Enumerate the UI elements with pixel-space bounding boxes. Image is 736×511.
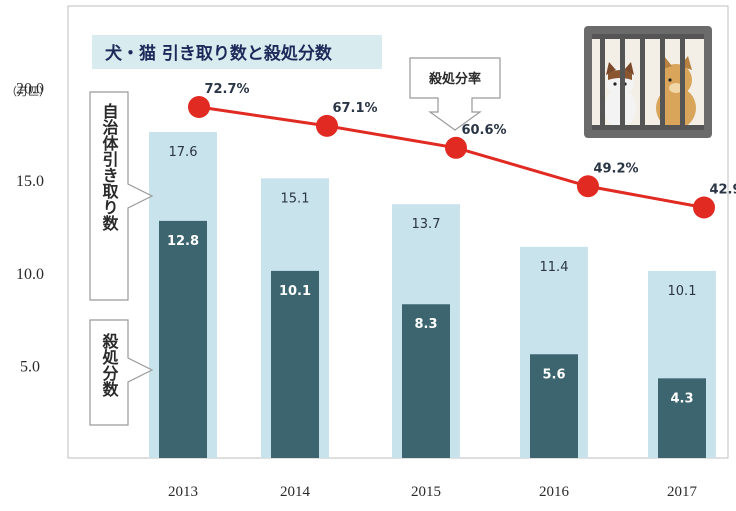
y-tick-10.0: 10.0 — [16, 266, 44, 283]
value-label-intake-2015: 13.7 — [412, 217, 441, 232]
y-tick-15.0: 15.0 — [16, 173, 44, 190]
title-box — [92, 35, 382, 69]
rate-point-2016 — [577, 175, 599, 198]
bar-labels-layer: 17.6 12.8 15.1 10.1 13.7 8.3 11.4 5.6 10.1 4.3 — [167, 145, 697, 406]
rate-line-layer: 72.7% 67.1% 60.6% 49.2% 42.9% — [188, 82, 736, 219]
value-label-euthanized-2013: 12.8 — [167, 234, 199, 249]
value-label-euthanized-2014: 10.1 — [279, 284, 311, 299]
rate-point-2017 — [693, 196, 715, 219]
callout-rate: 殺処分率 — [409, 57, 501, 131]
value-label-intake-2014: 15.1 — [281, 191, 310, 206]
bar-euthanized-2013 — [159, 220, 207, 458]
x-axis: 2013 2014 2015 2016 2017 — [168, 484, 698, 500]
y-tick-20.0: 20.0 — [16, 81, 44, 98]
rate-label-2014: 67.1% — [332, 101, 377, 116]
rate-label-2015: 60.6% — [461, 123, 506, 138]
callout-rate-shape — [409, 57, 501, 131]
callout-rate-text: 殺処分率 — [428, 71, 481, 87]
callout-euthanized: 殺処分数 — [89, 319, 154, 426]
rate-point-2013 — [188, 96, 210, 118]
bar-euthanized-2016 — [530, 354, 578, 458]
y-unit: （万匹） — [6, 85, 50, 98]
callout-intake: 自治体引き取り数 — [89, 91, 154, 301]
callout-euthanized-shape — [89, 319, 154, 426]
rate-label-2013: 72.7% — [204, 82, 249, 97]
rate-point-2014 — [316, 114, 338, 137]
callout-intake-shape — [89, 91, 154, 301]
x-tick-2013: 2013 — [168, 484, 198, 500]
value-label-intake-2013: 17.6 — [169, 145, 198, 160]
value-label-intake-2016: 11.4 — [540, 260, 569, 275]
bars-layer — [149, 131, 716, 458]
dog-cat-in-cage-icon — [584, 26, 712, 138]
value-label-intake-2017: 10.1 — [668, 284, 697, 299]
x-tick-2014: 2014 — [280, 484, 311, 500]
chart-title: 犬・猫 引き取り数と殺処分数 — [105, 43, 333, 64]
bar-euthanized-2014 — [271, 270, 319, 458]
value-label-euthanized-2016: 5.6 — [542, 367, 565, 382]
rate-label-2017: 42.9% — [709, 183, 736, 198]
value-label-euthanized-2017: 4.3 — [670, 391, 693, 406]
callout-euthanized-text: 殺処分数 — [100, 332, 120, 398]
y-axis: 5.0 10.0 15.0 20.0 — [16, 81, 44, 376]
bar-euthanized-2017 — [658, 378, 706, 458]
x-tick-2015: 2015 — [411, 484, 441, 500]
rate-label-2016: 49.2% — [593, 161, 638, 176]
bar-euthanized-2015 — [402, 304, 450, 458]
x-tick-2017: 2017 — [667, 484, 698, 500]
callout-intake-text: 自治体引き取り数 — [100, 102, 119, 232]
y-tick-5.0: 5.0 — [20, 358, 40, 375]
x-tick-2016: 2016 — [539, 484, 570, 500]
value-label-euthanized-2015: 8.3 — [414, 317, 437, 332]
rate-point-2015 — [445, 136, 467, 159]
